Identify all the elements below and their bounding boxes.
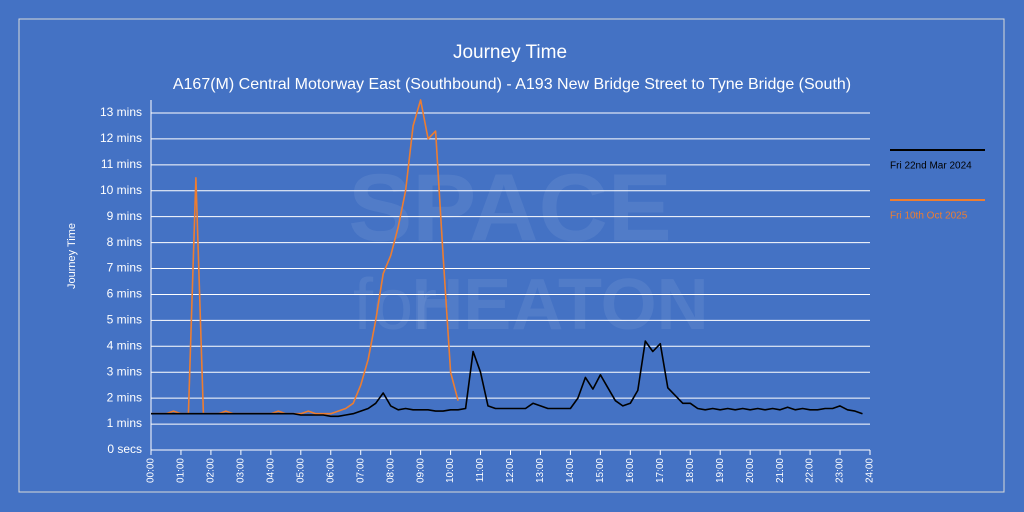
x-tick-label: 17:00 [655,458,666,483]
y-tick-label: 9 mins [107,209,142,223]
y-tick-label: 3 mins [107,364,142,378]
y-tick-label: 10 mins [100,183,142,197]
x-tick-label: 14:00 [565,458,576,483]
x-tick-label: 10:00 [445,458,456,483]
x-tick-label: 19:00 [715,458,726,483]
y-tick-label: 12 mins [100,131,142,145]
x-tick-label: 16:00 [625,458,636,483]
x-tick-label: 06:00 [325,458,336,483]
x-tick-label: 01:00 [176,458,187,483]
y-tick-label: 8 mins [107,235,142,249]
x-tick-label: 23:00 [835,458,846,483]
x-tick-label: 15:00 [595,458,606,483]
y-tick-label: 2 mins [107,390,142,404]
y-axis-label: Journey Time [66,223,78,289]
x-tick-label: 09:00 [415,458,426,483]
watermark: for [353,265,437,345]
x-tick-label: 22:00 [805,458,816,483]
x-tick-label: 08:00 [385,458,396,483]
chart-title: Journey Time [453,42,567,63]
series-line [151,99,459,415]
y-tick-label: 5 mins [107,313,142,327]
watermark: SPACE [348,154,672,261]
x-tick-label: 02:00 [206,458,217,483]
chart-subtitle: A167(M) Central Motorway East (Southboun… [173,76,851,93]
x-tick-label: 12:00 [505,458,516,483]
y-tick-label: 6 mins [107,287,142,301]
x-tick-label: 21:00 [775,458,786,483]
y-tick-label: 11 mins [101,157,142,171]
y-tick-label: 0 secs [107,442,142,456]
y-tick-label: 4 mins [107,338,142,352]
watermark: HEATON [411,265,708,345]
y-tick-label: 1 mins [107,416,142,430]
y-tick-label: 13 mins [100,105,142,119]
x-tick-label: 13:00 [535,458,546,483]
legend-label: Fri 10th Oct 2025 [890,211,968,222]
y-tick-label: 7 mins [107,261,142,275]
x-tick-label: 24:00 [865,458,876,483]
x-tick-label: 03:00 [236,458,247,483]
x-tick-label: 20:00 [745,458,756,483]
x-tick-label: 00:00 [146,458,157,483]
x-tick-label: 11:00 [475,458,486,483]
x-tick-label: 04:00 [265,458,276,483]
x-tick-label: 18:00 [685,458,696,483]
x-tick-label: 05:00 [295,458,306,483]
series-line [151,340,863,418]
legend-label: Fri 22nd Mar 2024 [890,161,972,172]
x-tick-label: 07:00 [355,458,366,483]
chart-border [18,18,1005,493]
